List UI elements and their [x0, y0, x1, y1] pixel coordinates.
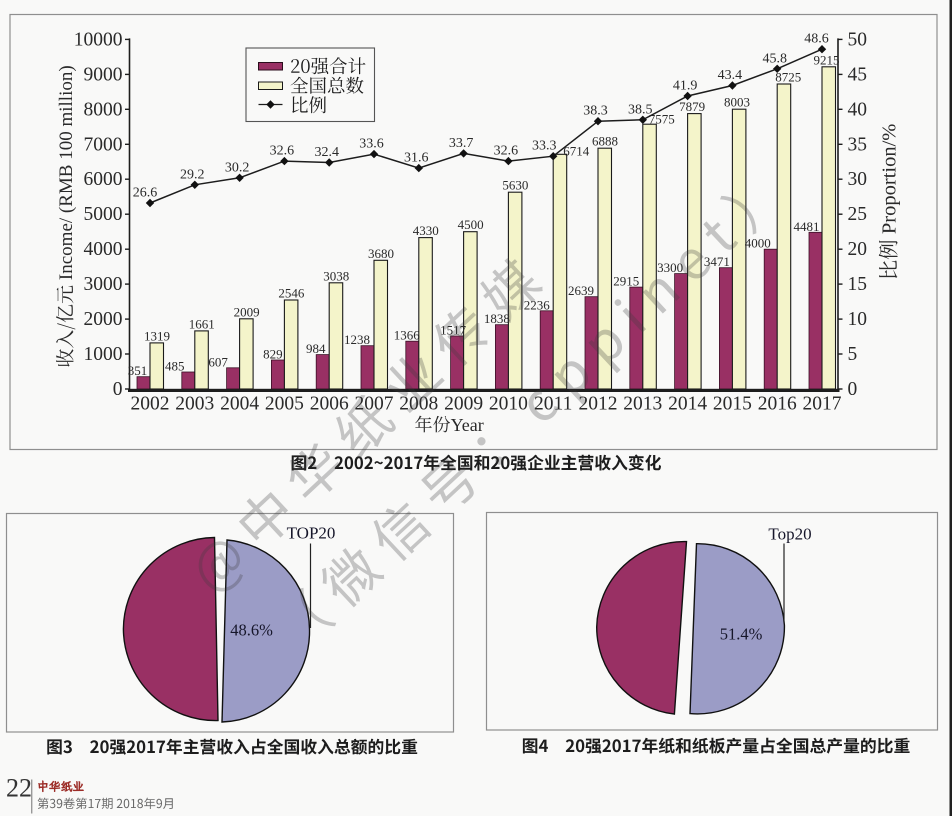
svg-text:2005: 2005	[265, 394, 304, 415]
svg-text:2008: 2008	[399, 394, 438, 415]
svg-text:2546: 2546	[278, 286, 305, 301]
svg-text:8003: 8003	[724, 95, 750, 110]
svg-text:2915: 2915	[613, 274, 639, 289]
svg-text:2010: 2010	[489, 394, 528, 415]
svg-text:Year: Year	[451, 415, 484, 435]
svg-text:26.6: 26.6	[133, 186, 158, 201]
svg-text:3471: 3471	[704, 254, 730, 269]
svg-text:29.2: 29.2	[180, 167, 205, 182]
svg-text:2006: 2006	[310, 394, 349, 415]
svg-text:2012: 2012	[579, 394, 618, 415]
svg-text:2011: 2011	[534, 394, 572, 415]
svg-text:48.6%: 48.6%	[230, 621, 273, 640]
svg-text:7575: 7575	[649, 112, 675, 127]
svg-text:38.3: 38.3	[583, 104, 608, 119]
svg-text:30: 30	[848, 169, 868, 190]
svg-text:2002: 2002	[131, 394, 170, 415]
svg-text:2009: 2009	[234, 304, 260, 319]
svg-text:2000: 2000	[84, 309, 123, 330]
svg-text:25: 25	[848, 204, 868, 225]
svg-text:6000: 6000	[84, 169, 123, 190]
svg-text:2639: 2639	[568, 283, 594, 298]
svg-text:4500: 4500	[458, 217, 484, 232]
svg-text:9215: 9215	[814, 52, 840, 67]
svg-text:32.4: 32.4	[314, 145, 339, 160]
svg-text:0: 0	[848, 379, 858, 400]
svg-text:Income/ (RMB 100 million): Income/ (RMB 100 million)	[56, 65, 77, 280]
svg-text:1838: 1838	[484, 311, 510, 326]
svg-text:10: 10	[848, 309, 868, 330]
svg-text:0: 0	[113, 379, 123, 400]
svg-text:3300: 3300	[657, 260, 683, 275]
svg-text:1319: 1319	[144, 328, 170, 343]
svg-text:51.4%: 51.4%	[720, 625, 763, 644]
svg-text:2013: 2013	[623, 394, 662, 415]
svg-text:4481: 4481	[794, 219, 820, 234]
svg-text:38.5: 38.5	[628, 102, 653, 117]
svg-text:3680: 3680	[368, 246, 394, 261]
svg-text:31.6: 31.6	[404, 151, 429, 166]
svg-text:2014: 2014	[668, 394, 707, 415]
svg-text:4000: 4000	[745, 236, 771, 251]
svg-text:35: 35	[848, 134, 868, 155]
svg-text:6888: 6888	[592, 134, 618, 149]
svg-text:2004: 2004	[220, 394, 259, 415]
svg-text:2236: 2236	[524, 297, 551, 312]
svg-text:Top20: Top20	[768, 525, 811, 544]
svg-text:33.3: 33.3	[532, 139, 557, 154]
svg-text:22: 22	[6, 774, 32, 803]
svg-text:8000: 8000	[84, 99, 123, 120]
svg-text:41.9: 41.9	[673, 79, 698, 94]
svg-text:1517: 1517	[440, 323, 467, 338]
svg-text:8725: 8725	[775, 70, 801, 85]
svg-text:50: 50	[848, 29, 868, 50]
svg-text:984: 984	[306, 341, 326, 356]
svg-text:2017: 2017	[803, 394, 842, 415]
svg-text:5000: 5000	[84, 204, 123, 225]
svg-text:30.2: 30.2	[225, 160, 250, 175]
svg-text:32.6: 32.6	[494, 144, 519, 159]
svg-text:7879: 7879	[679, 99, 705, 114]
svg-text:7000: 7000	[84, 134, 123, 155]
svg-text:40: 40	[848, 99, 868, 120]
svg-text:43.4: 43.4	[718, 68, 743, 83]
svg-text:2015: 2015	[713, 394, 752, 415]
svg-text:2016: 2016	[758, 394, 797, 415]
svg-text:5: 5	[848, 344, 858, 365]
svg-text:4000: 4000	[84, 239, 123, 260]
svg-text:10000: 10000	[74, 29, 123, 50]
svg-text:2007: 2007	[355, 394, 394, 415]
svg-text:Proportion/%: Proportion/%	[879, 124, 901, 234]
svg-text:48.6: 48.6	[804, 32, 829, 47]
svg-text:TOP20: TOP20	[287, 524, 336, 543]
svg-text:1000: 1000	[84, 344, 123, 365]
svg-text:3000: 3000	[84, 274, 123, 295]
svg-text:829: 829	[263, 347, 283, 362]
svg-text:1661: 1661	[189, 316, 215, 331]
svg-text:45: 45	[848, 64, 868, 85]
svg-text:3038: 3038	[323, 268, 349, 283]
svg-text:1238: 1238	[344, 332, 370, 347]
svg-text:32.6: 32.6	[270, 144, 295, 159]
svg-text:33.6: 33.6	[359, 137, 384, 152]
svg-text:33.7: 33.7	[449, 136, 474, 151]
svg-text:20: 20	[848, 239, 868, 260]
svg-text:15: 15	[848, 274, 868, 295]
svg-text:607: 607	[208, 354, 228, 369]
svg-text:2003: 2003	[175, 394, 214, 415]
svg-text:5630: 5630	[502, 178, 528, 193]
svg-text:351: 351	[128, 363, 148, 378]
svg-text:6714: 6714	[563, 143, 590, 158]
svg-text:4330: 4330	[413, 223, 439, 238]
svg-text:45.8: 45.8	[762, 51, 787, 66]
svg-text:2009: 2009	[444, 394, 483, 415]
svg-text:1366: 1366	[394, 328, 421, 343]
svg-text:9000: 9000	[84, 64, 123, 85]
svg-text:485: 485	[165, 359, 185, 374]
